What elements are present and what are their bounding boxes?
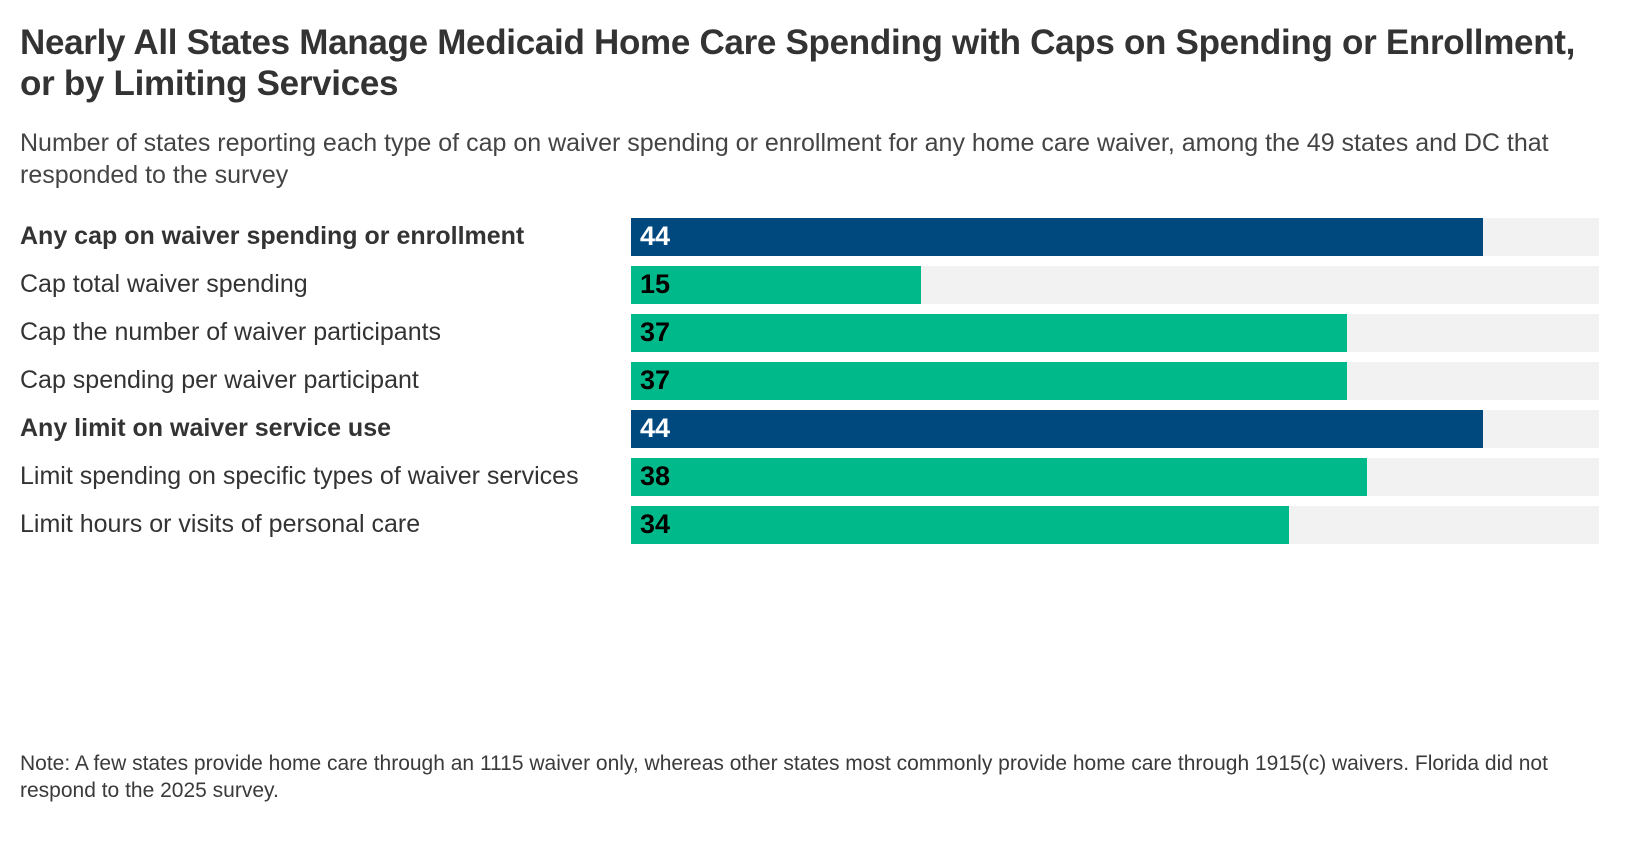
bar-track-cell: 44 — [631, 213, 1620, 261]
bar-label-cell: Limit spending on specific types of waiv… — [20, 453, 631, 501]
bar-track: 44 — [631, 409, 1599, 448]
bar-track: 15 — [631, 265, 1599, 304]
bar-track-cell: 34 — [631, 501, 1620, 549]
bar-track: 37 — [631, 313, 1599, 352]
bar-track: 38 — [631, 457, 1599, 496]
bar-value-label: 38 — [640, 460, 671, 491]
chart-note: Note: A few states provide home care thr… — [20, 751, 1548, 803]
bar-row: Cap spending per waiver participant 37 — [20, 357, 1620, 405]
chart-subtitle: Number of states reporting each type of … — [20, 128, 1549, 189]
bar-fill — [631, 409, 1483, 448]
bar-value-label: 44 — [640, 220, 671, 251]
bar-value-label: 37 — [640, 316, 671, 347]
bar-fill — [631, 457, 1367, 496]
bar-row: Limit hours or visits of personal care 34 — [20, 501, 1620, 549]
bar-row: Any cap on waiver spending or enrollment… — [20, 213, 1620, 261]
bar-category-label: Cap total waiver spending — [20, 269, 308, 298]
bar-track-cell: 38 — [631, 453, 1620, 501]
bar-track-cell: 37 — [631, 357, 1620, 405]
bar-label-cell: Cap total waiver spending — [20, 261, 631, 309]
bar-category-label: Limit spending on specific types of waiv… — [20, 461, 579, 490]
chart-title: Nearly All States Manage Medicaid Home C… — [20, 23, 1576, 104]
bar-track: 44 — [631, 217, 1599, 256]
bar-value-label: 44 — [640, 412, 671, 443]
bar-category-label: Cap spending per waiver participant — [20, 365, 419, 394]
bar-track-cell: 37 — [631, 309, 1620, 357]
bar-track: 34 — [631, 505, 1599, 544]
bar-track: 37 — [631, 361, 1599, 400]
bar-chart-plot-area: Any cap on waiver spending or enrollment… — [20, 213, 1620, 549]
bar-label-cell: Cap the number of waiver participants — [20, 309, 631, 357]
bar-row: Cap the number of waiver participants 37 — [20, 309, 1620, 357]
bar-value-label: 34 — [640, 508, 671, 539]
bar-fill — [631, 505, 1290, 544]
bar-row: Cap total waiver spending 15 — [20, 261, 1620, 309]
bar-label-cell: Any cap on waiver spending or enrollment — [20, 213, 631, 261]
bar-category-label: Any cap on waiver spending or enrollment — [20, 221, 525, 250]
bar-fill — [631, 217, 1483, 256]
bar-row: Any limit on waiver service use 44 — [20, 405, 1620, 453]
bar-category-label: Limit hours or visits of personal care — [20, 509, 421, 538]
bar-track-cell: 44 — [631, 405, 1620, 453]
bar-track-cell: 15 — [631, 261, 1620, 309]
bar-value-label: 15 — [640, 268, 671, 299]
bar-label-cell: Cap spending per waiver participant — [20, 357, 631, 405]
bar-fill — [631, 313, 1348, 352]
bar-value-label: 37 — [640, 364, 671, 395]
bar-category-label: Cap the number of waiver participants — [20, 317, 442, 346]
bar-fill — [631, 265, 922, 304]
bar-row: Limit spending on specific types of waiv… — [20, 453, 1620, 501]
bar-label-cell: Any limit on waiver service use — [20, 405, 631, 453]
bar-category-label: Any limit on waiver service use — [20, 413, 391, 442]
bar-fill — [631, 361, 1348, 400]
bar-label-cell: Limit hours or visits of personal care — [20, 501, 631, 549]
